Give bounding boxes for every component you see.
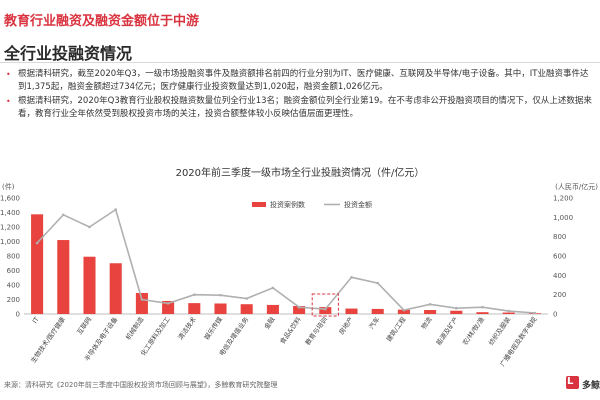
bar: [502, 312, 515, 314]
x-tick-label: IT: [31, 316, 41, 325]
x-tick-label: 汽车: [367, 315, 382, 331]
bar: [371, 308, 384, 314]
bar: [266, 304, 279, 314]
chart-title: 2020年前三季度一级市场全行业投融资情况（件/亿元）: [175, 168, 425, 179]
y-tick-left: 200: [7, 296, 20, 304]
y-tick-left: 600: [7, 267, 20, 275]
y-tick-right: 800: [553, 233, 566, 241]
line-point: [533, 311, 537, 315]
section-title: 教育行业融资及融资金额位于中游: [4, 14, 200, 29]
bar: [293, 306, 306, 314]
line-point: [140, 298, 144, 301]
line-point: [297, 305, 301, 309]
bullet-list: • 根据清科研究，截至2020年Q3，一级市场投融资事件及融资额排名前四的行业分…: [4, 68, 596, 122]
y-tick-left: 1,000: [0, 238, 20, 246]
x-tick-label: 互联网: [75, 315, 94, 336]
series-line: [36, 208, 535, 314]
line-point: [166, 302, 170, 305]
x-tick-label: 机械制造: [123, 315, 146, 342]
bullet-item: • 根据清科研究，截至2020年Q3，一级市场投融资事件及融资额排名前四的行业分…: [4, 68, 596, 94]
bullet-dot-icon: •: [6, 97, 11, 106]
bar: [424, 310, 437, 314]
y-axis-right-unit: (人民币/亿元): [555, 182, 598, 191]
y-tick-left: 400: [7, 282, 20, 290]
line-point: [324, 307, 327, 311]
chart: (件) (人民币/亿元) 0 200 400 600 800 1,000 1,200 1,400 1…: [0, 182, 598, 368]
logo-text: 多鲸: [582, 381, 600, 391]
x-tick-label: 建筑/工程: [384, 315, 408, 344]
line-point: [428, 303, 432, 306]
line-point: [507, 309, 511, 313]
bar: [57, 240, 70, 314]
bar: [345, 308, 358, 314]
x-tick-label: 物流: [419, 315, 434, 331]
bar: [135, 292, 148, 314]
x-tick-label: 纺织及服装: [486, 315, 512, 347]
bar: [214, 303, 227, 314]
line-point: [245, 297, 248, 300]
bullet-item: • 根据清科研究，2020年Q3教育行业股权投融资数量位列全行业13名；融资金额…: [4, 95, 596, 121]
y-tick-right: 600: [553, 253, 566, 261]
line-point: [481, 305, 484, 309]
highlight-box: [311, 293, 339, 317]
legend-swatch-bars: [252, 202, 266, 207]
bar: [476, 312, 489, 314]
bar: [319, 307, 332, 314]
y-tick-right: 1,000: [553, 214, 573, 222]
legend-label: 投资金额: [344, 200, 372, 209]
x-tick-label: 能源及矿产: [434, 315, 460, 347]
line-point: [271, 286, 275, 290]
line-point: [35, 241, 39, 245]
y-tick-right: 0: [553, 311, 557, 319]
bar: [31, 214, 44, 314]
bar: [240, 304, 253, 314]
x-tick-label: 娱乐传媒: [202, 315, 225, 342]
x-tick-label: 房地产: [337, 315, 356, 337]
y-tick-left: 1,400: [0, 209, 20, 217]
y-tick-left: 0: [16, 311, 20, 319]
bar: [397, 309, 410, 314]
line-point: [350, 275, 353, 279]
y-tick-right: 200: [553, 291, 566, 299]
y-axis-left-unit: (件): [2, 182, 15, 191]
bullet-text: 根据清科研究，截至2020年Q3，一级市场投融资事件及融资额排名前四的行业分别为…: [18, 69, 589, 92]
y-tick-left: 800: [7, 253, 20, 261]
y-tick-right: 400: [553, 272, 566, 280]
x-tick-label: 农/林/牧/渔: [460, 315, 486, 347]
line-point: [402, 308, 406, 312]
line-point: [219, 293, 222, 297]
x-tick-label: 金融: [262, 315, 277, 331]
title-divider: [0, 62, 600, 63]
line-point: [62, 213, 65, 217]
x-tick-label: 食品&饮料: [278, 315, 303, 346]
line-point: [88, 225, 91, 229]
bullet-dot-icon: •: [6, 70, 11, 79]
x-tick-label: 清洁技术: [176, 315, 199, 342]
y-tick-left: 1,200: [0, 224, 20, 232]
y-tick-right: 1,200: [553, 195, 573, 203]
line-point: [455, 306, 458, 310]
legend-label: 投资案例数: [270, 200, 305, 209]
line-point: [114, 208, 117, 211]
line-point: [376, 281, 380, 285]
y-tick-left: 1,600: [0, 195, 20, 203]
bar: [83, 256, 96, 314]
bar: [109, 263, 122, 314]
slide-title: 全行业投融资情况: [4, 44, 133, 63]
bar: [162, 300, 175, 314]
line-point: [193, 293, 196, 296]
source-note: 来源：清科研究《2020年前三季度中国股权投资市场回顾与展望》，多鲸教育研究院整…: [4, 381, 278, 389]
x-tick-label: 教育与培训: [303, 315, 329, 347]
logo-icon: L: [566, 376, 579, 389]
bar: [188, 303, 201, 314]
bar: [450, 310, 463, 314]
bullet-text: 根据清科研究，2020年Q3教育行业股权投融资数量位列全行业13名；融资金额位列…: [18, 96, 592, 119]
